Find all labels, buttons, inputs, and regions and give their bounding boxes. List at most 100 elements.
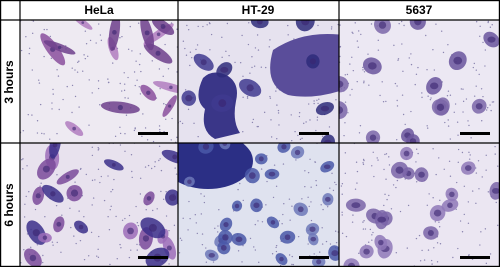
bacteria-dot [291,139,293,142]
bacteria-dot [371,234,373,236]
bacteria-dot [388,156,390,158]
bacteria-dot [438,157,440,159]
bacteria-dot [335,241,338,244]
bacteria-dot [369,228,372,231]
bacteria-dot [395,186,397,189]
bacteria-dot [288,254,291,256]
bacteria-dot [301,137,303,140]
bacteria-dot [317,102,319,105]
bacteria-dot [315,179,317,182]
bacteria-dot [159,128,161,131]
bacteria-dot [495,201,497,204]
cell-nucleus [146,196,152,201]
bacteria-dot [460,88,463,90]
bacteria-dot [317,24,319,27]
bacteria-dot [359,125,362,127]
bacteria-dot [158,68,161,70]
bacteria-dot [168,263,170,265]
bacteria-dot [376,157,378,159]
bacteria-dot [362,228,365,230]
bacteria-dot [208,22,211,24]
bacteria-dot [310,201,312,203]
bacteria-dot [248,22,250,24]
cell-nucleus [148,223,157,232]
bacteria-dot [301,198,303,200]
bacteria-dot [170,139,172,141]
cell-nucleus [208,252,215,258]
bacteria-dot [193,122,195,125]
bacteria-dot [432,197,434,199]
bacteria-dot [454,103,457,105]
bacteria-dot [272,196,275,199]
bacteria-dot [167,68,170,70]
bacteria-dot [291,255,293,258]
bacteria-dot [217,225,219,227]
bacteria-dot [433,247,435,249]
bacteria-dot [339,45,342,48]
bacteria-dot [28,52,30,55]
bacteria-dot [221,56,223,59]
bacteria-dot [42,254,44,257]
bacteria-dot [419,260,422,262]
bacteria-dot [74,95,77,98]
bacteria-dot [26,165,28,167]
bacteria-dot [22,158,24,160]
bacteria-dot [383,204,385,207]
bacteria-dot [478,73,480,76]
bacteria-dot [66,85,68,88]
bacteria-dot [158,159,160,162]
bacteria-dot [489,253,492,255]
bacteria-dot [475,172,478,174]
bacteria-dot [56,69,58,71]
micrograph [339,143,500,267]
bacteria-dot [461,151,464,154]
bacteria-dot [321,227,323,229]
bacteria-dot [49,138,51,140]
cell-nucleus [144,30,150,36]
bacteria-dot [175,173,178,175]
bacteria-dot [344,172,347,174]
bacteria-dot [335,99,337,101]
bacteria-dot [144,166,147,168]
bacteria-dot [291,205,293,207]
bacteria-dot [335,183,337,186]
bacteria-dot [23,216,26,218]
bacteria-dot [351,221,354,223]
bacteria-dot [303,122,305,125]
bacteria-dot [362,162,364,164]
bacteria-dot [162,198,165,201]
bacteria-dot [396,99,398,102]
bacteria-dot [304,170,306,172]
bacteria-dot [218,209,220,211]
bacteria-dot [109,209,111,211]
cell-nucleus [453,56,463,65]
bacteria-dot [471,190,474,192]
bacteria-dot [78,60,80,62]
bacteria-dot [475,202,477,205]
bacteria-dot [313,253,315,255]
bacteria-dot [486,107,489,109]
bacteria-dot [176,28,178,30]
bacteria-dot [154,161,156,163]
bacteria-dot [482,41,484,44]
bacteria-dot [145,209,147,211]
bacteria-dot [452,256,454,259]
bacteria-dot [397,59,399,61]
bacteria-dot [371,165,373,167]
cell-nucleus [117,104,123,111]
bacteria-dot [128,256,131,259]
bacteria-dot [113,178,115,181]
bacteria-dot [275,246,277,249]
bacteria-dot [362,69,364,71]
bacteria-dot [195,48,197,51]
bacteria-dot [110,191,112,193]
bacteria-dot [478,188,480,190]
bacteria-dot [94,179,96,181]
cell-nucleus [70,189,79,197]
bacteria-dot [308,103,310,105]
bacteria-dot [137,22,140,24]
bacteria-dot [463,213,465,216]
bacteria-dot [51,108,53,110]
bacteria-dot [329,243,332,245]
